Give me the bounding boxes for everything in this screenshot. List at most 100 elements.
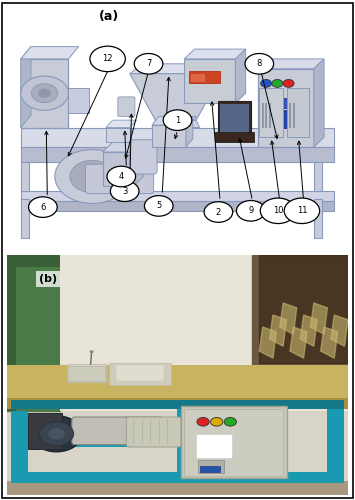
FancyBboxPatch shape [109,363,171,384]
FancyBboxPatch shape [7,366,348,399]
FancyBboxPatch shape [126,417,181,447]
Polygon shape [21,191,334,201]
Circle shape [90,46,125,72]
Polygon shape [21,46,79,59]
Circle shape [31,416,82,452]
FancyBboxPatch shape [7,255,16,411]
Polygon shape [186,116,193,147]
FancyBboxPatch shape [118,97,135,116]
FancyBboxPatch shape [152,125,186,147]
FancyBboxPatch shape [262,103,264,128]
FancyBboxPatch shape [289,103,291,128]
Text: 12: 12 [102,54,113,64]
FancyBboxPatch shape [314,198,322,238]
FancyBboxPatch shape [178,400,344,408]
Circle shape [70,160,115,192]
Text: 8: 8 [257,60,262,68]
FancyBboxPatch shape [286,88,309,138]
FancyBboxPatch shape [190,71,220,84]
Circle shape [55,150,130,204]
Polygon shape [290,327,307,358]
Text: 11: 11 [297,206,307,216]
Circle shape [28,197,57,218]
FancyBboxPatch shape [200,466,220,472]
Text: 3: 3 [122,186,127,196]
FancyBboxPatch shape [181,406,286,478]
Circle shape [245,54,274,74]
FancyBboxPatch shape [314,162,322,191]
Polygon shape [259,255,348,363]
Text: 6: 6 [40,202,45,211]
Polygon shape [152,120,200,128]
Circle shape [32,84,58,102]
Text: (b): (b) [39,274,57,284]
FancyBboxPatch shape [21,162,29,191]
FancyBboxPatch shape [28,414,62,450]
FancyBboxPatch shape [7,255,60,267]
FancyBboxPatch shape [21,198,29,238]
FancyBboxPatch shape [69,88,89,113]
Circle shape [283,80,294,88]
FancyBboxPatch shape [68,366,105,382]
Circle shape [21,76,69,110]
Polygon shape [130,64,235,74]
FancyBboxPatch shape [103,152,133,186]
Text: 2: 2 [216,208,221,216]
FancyBboxPatch shape [60,255,348,411]
FancyBboxPatch shape [263,98,301,108]
Circle shape [236,200,265,221]
Circle shape [272,80,283,88]
Polygon shape [259,327,276,358]
Polygon shape [235,49,246,103]
FancyBboxPatch shape [258,68,314,147]
Circle shape [48,428,65,440]
Polygon shape [152,116,196,125]
Circle shape [39,422,73,446]
Text: 9: 9 [248,206,253,216]
Polygon shape [106,120,137,128]
FancyBboxPatch shape [7,255,348,495]
FancyBboxPatch shape [220,104,249,134]
Polygon shape [252,255,348,375]
FancyBboxPatch shape [198,460,224,473]
FancyBboxPatch shape [72,417,164,444]
Circle shape [284,198,320,224]
FancyBboxPatch shape [178,408,191,483]
Polygon shape [103,142,143,152]
Circle shape [261,80,272,88]
FancyBboxPatch shape [263,110,301,128]
Polygon shape [280,303,297,334]
Text: 5: 5 [156,202,162,210]
Circle shape [204,202,233,222]
FancyBboxPatch shape [196,434,232,458]
Circle shape [107,166,136,187]
Text: (a): (a) [99,10,120,23]
FancyBboxPatch shape [106,128,130,142]
Circle shape [39,89,50,98]
Text: 4: 4 [119,172,124,181]
FancyBboxPatch shape [67,364,106,382]
FancyBboxPatch shape [11,400,181,408]
Polygon shape [300,315,317,346]
Polygon shape [130,74,222,120]
Circle shape [260,198,296,224]
FancyBboxPatch shape [11,411,28,483]
Polygon shape [7,255,60,411]
FancyBboxPatch shape [266,103,267,128]
Circle shape [211,418,223,426]
Polygon shape [21,128,334,147]
Polygon shape [258,59,324,69]
FancyBboxPatch shape [7,480,348,495]
FancyBboxPatch shape [11,440,178,447]
FancyBboxPatch shape [184,59,235,103]
FancyBboxPatch shape [11,472,344,483]
FancyBboxPatch shape [327,406,344,483]
FancyBboxPatch shape [293,103,295,128]
FancyBboxPatch shape [116,366,164,381]
FancyBboxPatch shape [218,100,251,135]
Polygon shape [21,201,334,211]
Polygon shape [269,315,286,346]
Polygon shape [21,46,31,128]
Circle shape [134,54,163,74]
Circle shape [224,418,236,426]
